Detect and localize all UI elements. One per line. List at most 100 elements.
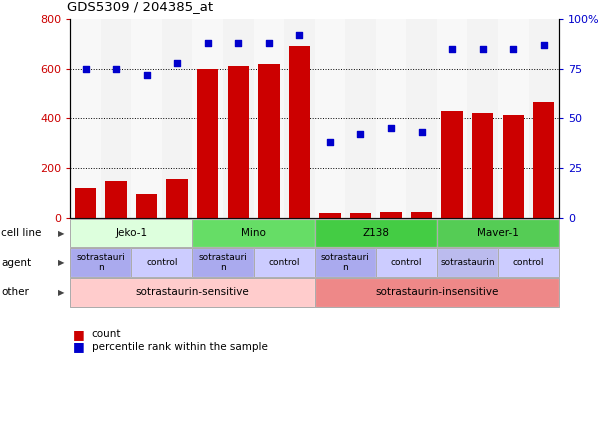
- Text: sotrastaurin-insensitive: sotrastaurin-insensitive: [375, 287, 499, 297]
- Bar: [472, 113, 494, 218]
- Text: Jeko-1: Jeko-1: [115, 228, 147, 238]
- Bar: [406, 19, 437, 218]
- Text: sotrastaurin: sotrastaurin: [440, 258, 495, 267]
- Point: [386, 125, 396, 132]
- Bar: [315, 19, 345, 218]
- Point: [325, 139, 335, 146]
- Bar: [350, 213, 371, 218]
- Bar: [437, 19, 467, 218]
- Bar: [381, 212, 402, 218]
- Text: percentile rank within the sample: percentile rank within the sample: [92, 342, 268, 352]
- Bar: [192, 248, 254, 277]
- Bar: [70, 219, 192, 247]
- Bar: [315, 219, 437, 247]
- Text: control: control: [513, 258, 544, 267]
- Text: control: control: [390, 258, 422, 267]
- Bar: [254, 248, 315, 277]
- Bar: [223, 19, 254, 218]
- Bar: [197, 69, 219, 218]
- Bar: [498, 19, 529, 218]
- Text: sotrastauri
n: sotrastauri n: [321, 253, 370, 272]
- Bar: [192, 248, 254, 277]
- Point: [203, 39, 213, 46]
- Bar: [442, 111, 463, 218]
- Bar: [315, 219, 437, 247]
- Bar: [70, 278, 315, 307]
- Bar: [70, 278, 315, 307]
- Bar: [101, 19, 131, 218]
- Point: [111, 66, 121, 72]
- Bar: [315, 248, 376, 277]
- Bar: [284, 19, 315, 218]
- Text: Mino: Mino: [241, 228, 266, 238]
- Bar: [254, 19, 284, 218]
- Bar: [131, 248, 192, 277]
- Bar: [258, 64, 280, 218]
- Text: control: control: [146, 258, 178, 267]
- Bar: [136, 194, 158, 218]
- Text: Maver-1: Maver-1: [477, 228, 519, 238]
- Bar: [437, 219, 559, 247]
- Bar: [315, 278, 559, 307]
- Text: sotrastauri
n: sotrastauri n: [199, 253, 247, 272]
- Bar: [162, 19, 192, 218]
- Text: cell line: cell line: [1, 228, 42, 238]
- Bar: [437, 248, 498, 277]
- Text: Z138: Z138: [362, 228, 389, 238]
- Bar: [376, 19, 406, 218]
- Text: sotrastaurin-sensitive: sotrastaurin-sensitive: [136, 287, 249, 297]
- Point: [539, 41, 549, 48]
- Text: ■: ■: [73, 341, 85, 353]
- Bar: [192, 219, 315, 247]
- Text: sotrastauri
n: sotrastauri n: [76, 253, 125, 272]
- Bar: [467, 19, 498, 218]
- Text: count: count: [92, 329, 121, 339]
- Bar: [498, 248, 559, 277]
- Bar: [376, 248, 437, 277]
- Point: [142, 71, 152, 78]
- Bar: [437, 248, 498, 277]
- Text: ▶: ▶: [58, 258, 64, 267]
- Bar: [70, 248, 131, 277]
- Point: [478, 46, 488, 52]
- Bar: [315, 278, 559, 307]
- Bar: [376, 248, 437, 277]
- Bar: [437, 219, 559, 247]
- Point: [447, 46, 457, 52]
- Bar: [166, 179, 188, 218]
- Text: agent: agent: [1, 258, 31, 268]
- Bar: [106, 181, 127, 218]
- Text: ■: ■: [73, 328, 85, 341]
- Point: [417, 129, 426, 136]
- Bar: [320, 213, 341, 218]
- Bar: [529, 19, 559, 218]
- Bar: [75, 188, 97, 218]
- Bar: [70, 248, 131, 277]
- Text: other: other: [1, 287, 29, 297]
- Bar: [228, 66, 249, 218]
- Bar: [411, 212, 433, 218]
- Bar: [192, 219, 315, 247]
- Point: [233, 39, 243, 46]
- Point: [356, 131, 365, 138]
- Point: [508, 46, 518, 52]
- Bar: [70, 219, 192, 247]
- Text: ▶: ▶: [58, 228, 64, 238]
- Bar: [131, 19, 162, 218]
- Bar: [192, 19, 223, 218]
- Bar: [533, 102, 555, 218]
- Bar: [315, 248, 376, 277]
- Text: ▶: ▶: [58, 288, 64, 297]
- Bar: [498, 248, 559, 277]
- Point: [81, 66, 90, 72]
- Point: [264, 39, 274, 46]
- Bar: [131, 248, 192, 277]
- Text: control: control: [268, 258, 300, 267]
- Bar: [503, 115, 524, 218]
- Bar: [70, 19, 101, 218]
- Text: GDS5309 / 204385_at: GDS5309 / 204385_at: [67, 0, 213, 13]
- Point: [295, 32, 304, 38]
- Point: [172, 59, 182, 66]
- Bar: [289, 47, 310, 218]
- Bar: [345, 19, 376, 218]
